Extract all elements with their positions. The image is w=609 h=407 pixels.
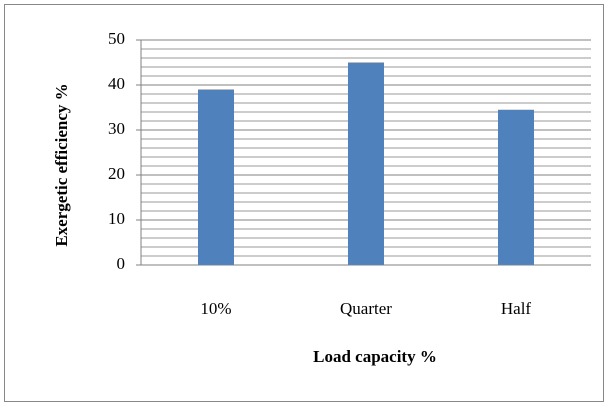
y-tick-label: 20 — [108, 164, 125, 183]
bar — [198, 89, 234, 265]
x-axis-title: Load capacity % — [313, 347, 437, 366]
bar — [498, 109, 534, 265]
x-tick-label: Quarter — [340, 299, 392, 318]
y-tick-label: 30 — [108, 119, 125, 138]
y-axis-title: Exergetic efficiency % — [52, 83, 71, 246]
x-tick-label: Half — [501, 299, 532, 318]
bar — [348, 62, 384, 265]
y-tick-label: 50 — [108, 29, 125, 48]
y-tick-label: 10 — [108, 209, 125, 228]
y-tick-label: 0 — [117, 254, 126, 273]
y-tick-label: 40 — [108, 74, 125, 93]
x-tick-label: 10% — [200, 299, 231, 318]
